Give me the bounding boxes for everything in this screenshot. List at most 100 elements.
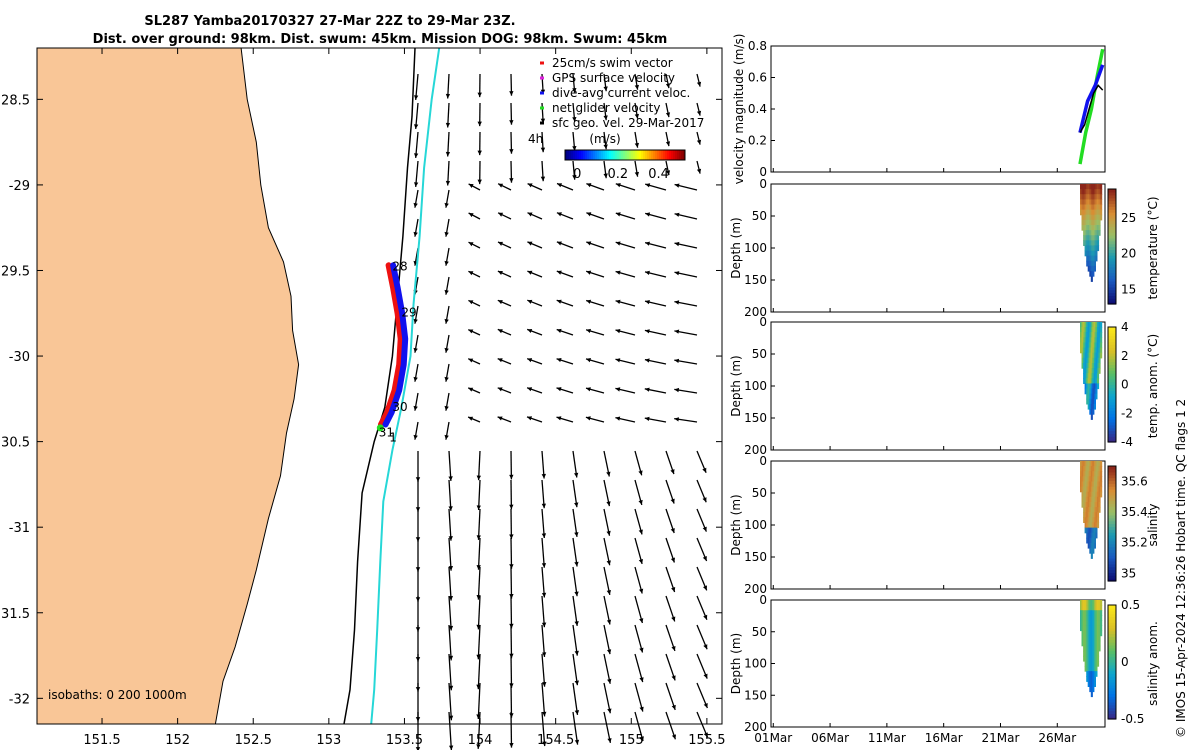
section-cell xyxy=(1083,332,1086,338)
section-cell xyxy=(1090,522,1093,529)
colorbar-cell xyxy=(677,150,680,160)
section-cell xyxy=(1089,620,1092,626)
velocity-y-tick-label: 0.6 xyxy=(748,71,767,85)
section-cell xyxy=(1086,527,1089,534)
panel-colorbar-cell xyxy=(1108,240,1116,245)
section-cell xyxy=(1093,327,1096,333)
velocity-arrow xyxy=(572,624,578,656)
section-cell xyxy=(1097,352,1100,359)
velocity-arrowhead xyxy=(585,416,591,421)
depth-ylabel: Depth (m) xyxy=(729,217,743,278)
section-cell xyxy=(1098,225,1101,231)
section-cell xyxy=(1098,332,1101,338)
section-cell xyxy=(1097,600,1100,606)
velocity-arrow xyxy=(665,624,676,652)
section-cell xyxy=(1098,199,1101,206)
section-cell xyxy=(1093,219,1096,226)
section-cell xyxy=(1086,507,1089,513)
legend-label: 25cm/s swim vector xyxy=(552,56,673,70)
panel-colorbar-cell xyxy=(1108,558,1116,562)
section-cell xyxy=(1084,610,1087,616)
velocity-arrowhead xyxy=(606,530,611,536)
panel-colorbar-cell xyxy=(1108,713,1116,717)
panel-colorbar-label: salinity anom. xyxy=(1146,621,1160,706)
section-cell xyxy=(1095,250,1098,257)
section-cell xyxy=(1097,496,1100,503)
section-cell xyxy=(1081,491,1084,498)
depth-y-tick-label: 100 xyxy=(744,518,767,532)
velocity-arrowhead xyxy=(541,622,547,628)
section-cell xyxy=(1093,194,1096,200)
section-cell xyxy=(1090,635,1093,642)
section-cell xyxy=(1084,337,1087,344)
velocity-arrowhead xyxy=(615,212,621,217)
panel-colorbar-cell xyxy=(1108,278,1116,282)
section-cell xyxy=(1090,250,1093,257)
section-cell xyxy=(1100,337,1103,344)
section-cell xyxy=(1100,189,1103,195)
velocity-arrow xyxy=(634,624,644,653)
day-label: 29 xyxy=(401,306,416,320)
section-cell xyxy=(1100,204,1103,211)
panel-colorbar-tick-label: 0 xyxy=(1121,378,1129,392)
section-cell xyxy=(1097,630,1100,637)
section-cell xyxy=(1092,522,1095,529)
section-cell xyxy=(1090,342,1093,349)
section-cell xyxy=(1081,625,1084,632)
section-cell xyxy=(1092,204,1095,211)
section-cell xyxy=(1097,486,1100,493)
panel-colorbar-tick-label: 35 xyxy=(1121,566,1136,580)
section-cell xyxy=(1084,486,1087,493)
section-cell xyxy=(1097,245,1100,252)
colorbar-cell xyxy=(601,150,604,160)
velocity-arrowhead xyxy=(557,183,562,188)
section-cell xyxy=(1100,486,1103,493)
velocity-arrow xyxy=(477,682,481,720)
panel-colorbar-tick-label: 20 xyxy=(1121,247,1136,261)
section-cell xyxy=(1095,661,1098,667)
section-cell xyxy=(1086,352,1089,359)
colorbar-cell xyxy=(641,150,644,160)
section-cell xyxy=(1098,496,1101,503)
section-cell xyxy=(1086,388,1089,395)
section-cell xyxy=(1092,491,1095,498)
panel-colorbar-cell xyxy=(1108,214,1116,219)
section-cell xyxy=(1093,527,1096,534)
velocity-arrowhead xyxy=(527,183,533,188)
velocity-arrowhead xyxy=(639,618,644,623)
depth-ylabel: Depth (m) xyxy=(729,494,743,555)
velocity-arrowhead xyxy=(448,655,454,661)
section-cell xyxy=(1092,378,1095,384)
panel-colorbar-cell xyxy=(1108,512,1116,516)
section-cell xyxy=(1083,235,1086,241)
speed-label: 4h xyxy=(528,132,543,146)
velocity-arrowhead xyxy=(606,501,611,507)
panel-colorbar-tick-label: -4 xyxy=(1121,435,1133,449)
section-cell xyxy=(1090,184,1093,190)
velocity-arrowhead xyxy=(603,173,608,179)
velocity-arrowhead xyxy=(448,476,453,481)
section-cell xyxy=(1095,491,1098,498)
section-cell xyxy=(1084,378,1087,384)
section-cell xyxy=(1090,271,1093,277)
section-cell xyxy=(1093,265,1096,272)
panel-colorbar-cell xyxy=(1108,255,1116,259)
section-cell xyxy=(1089,209,1092,216)
land-area xyxy=(36,47,300,725)
panel-colorbar-tick-label: 35.6 xyxy=(1121,474,1148,488)
velocity-arrowhead xyxy=(448,625,454,631)
section-cell xyxy=(1092,666,1095,672)
section-cell xyxy=(1087,393,1090,400)
section-cell xyxy=(1087,240,1090,246)
section-cell xyxy=(1095,671,1098,677)
section-cell xyxy=(1093,466,1096,472)
colorbar-cell xyxy=(647,150,650,160)
section-cell xyxy=(1093,522,1096,529)
section-cell xyxy=(1097,645,1100,652)
section-cell xyxy=(1092,496,1095,503)
day-label: 31 xyxy=(379,426,394,440)
section-cell xyxy=(1090,620,1093,626)
section-cell xyxy=(1093,650,1096,657)
velocity-arrowhead xyxy=(574,710,580,715)
section-cell xyxy=(1093,199,1096,206)
